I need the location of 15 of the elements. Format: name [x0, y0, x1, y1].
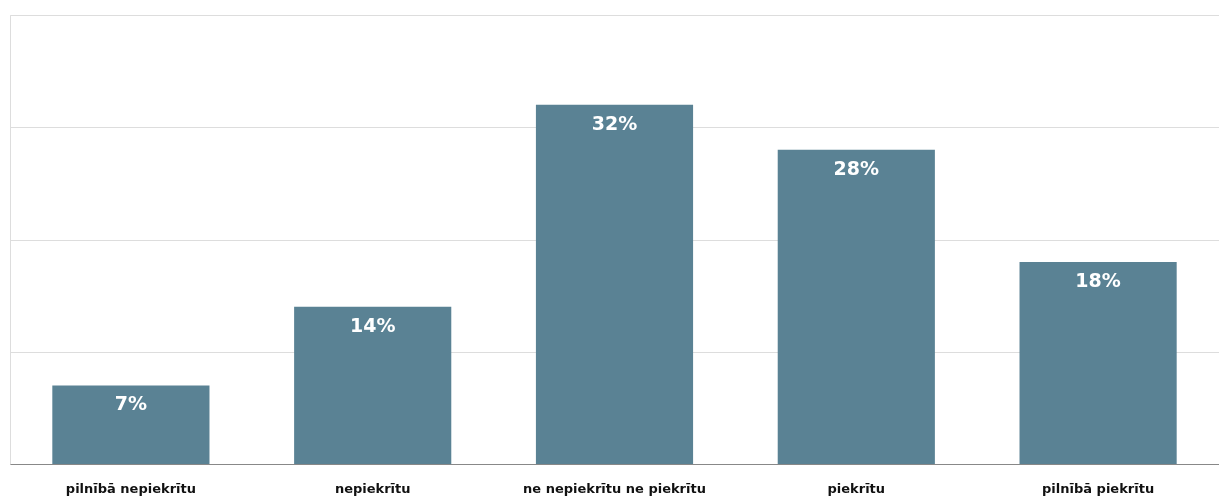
bar	[777, 149, 935, 464]
x-tick-label: pilnībā piekrītu	[1042, 480, 1155, 496]
x-tick-label: nepiekrītu	[334, 480, 411, 496]
x-tick-label: piekrītu	[827, 480, 886, 496]
data-label: 18%	[1075, 268, 1121, 291]
bar	[294, 306, 452, 464]
data-label: 7%	[114, 392, 148, 415]
x-tick-label: ne nepiekrītu ne piekrītu	[523, 480, 706, 496]
x-tick-label: pilnībā nepiekrītu	[65, 480, 196, 496]
data-label: 14%	[349, 313, 396, 336]
bar	[1019, 261, 1177, 464]
data-label: 28%	[833, 156, 880, 179]
bar	[52, 385, 210, 464]
data-label: 32%	[591, 111, 638, 134]
bar	[535, 104, 694, 464]
